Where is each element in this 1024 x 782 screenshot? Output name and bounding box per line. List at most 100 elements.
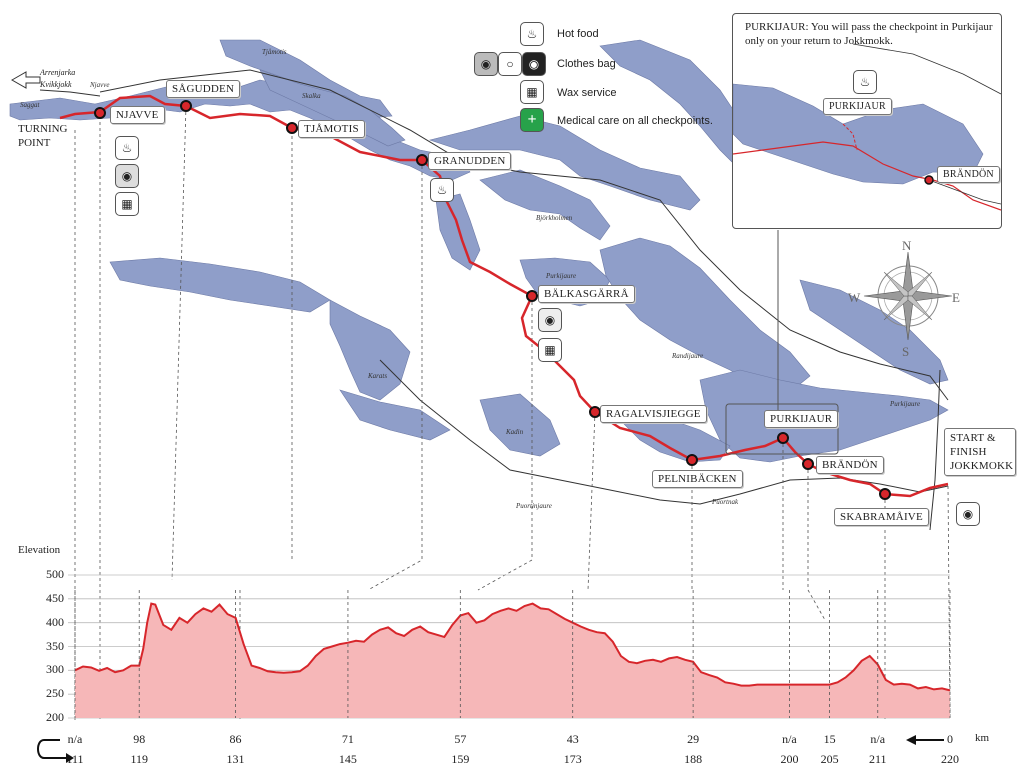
checkpoint-label-ragalvisjiegge: RAGALVISJIEGGE: [600, 405, 707, 423]
elevation-line: [74, 602, 951, 692]
turning-point-arrow: [10, 71, 41, 89]
inset-label-brandon: BRÄNDÖN: [937, 166, 1000, 183]
arrow-label-kvikkjokk: Kvikkjokk: [40, 80, 72, 89]
elevation-profile: [68, 574, 951, 719]
checkpoint-dot-balkasgarra: [526, 290, 538, 302]
lake-name: Karats: [368, 372, 388, 380]
y-tick-label: 400: [46, 614, 64, 629]
legend-clothes-bag: Clothes bag: [557, 58, 616, 70]
checkpoint-label-brandon: BRÄNDÖN: [816, 456, 884, 474]
road-west: [39, 89, 101, 97]
x-tick-label-top: n/a: [782, 732, 797, 746]
checkpoint-dot-njavve: [94, 107, 106, 119]
hot-food-icon: ♨: [430, 178, 454, 202]
lake-name: Kadin: [506, 428, 524, 436]
x-tick-label-top: 98: [133, 732, 146, 746]
lake-name: Randijaure: [672, 352, 704, 360]
compass-west: W: [848, 290, 861, 305]
lake-name: Purkijaure: [890, 400, 921, 408]
clothes-bag-icon: ○: [498, 52, 522, 76]
checkpoint-label-skabramaive: SKABRAMÅIVE: [834, 508, 929, 526]
checkpoint-dot-purkijaur: [777, 432, 789, 444]
x-tick-label-top: 57: [454, 732, 467, 746]
medical-cross-icon: +: [520, 108, 544, 132]
x-tick-label-bottom: 188: [684, 752, 703, 766]
clothes-bag-icon: ◉: [522, 52, 546, 76]
checkpoint-dot-tjamotis: [286, 122, 298, 134]
road-south: [379, 359, 949, 505]
checkpoint-dot-skabramaive: [879, 488, 891, 500]
x-tick-label-top: 0: [947, 732, 953, 746]
checkpoint-markers: [94, 100, 891, 500]
compass-east: E: [952, 290, 960, 305]
lake-name: Björkholmen: [536, 214, 573, 222]
checkpoint-label-sagudden: SÅGUDDEN: [166, 80, 241, 98]
x-tick-label-bottom: 159: [451, 752, 470, 766]
x-tick-label-bottom: 131: [226, 752, 245, 766]
elevation-area: [75, 603, 950, 718]
start-finish-label: START & FINISH JOKKMOKK: [944, 428, 1016, 476]
x-tick-label-top: 29: [687, 732, 700, 746]
x-tick-label-bottom: 111: [66, 752, 84, 766]
lake-name: Puortnak: [712, 498, 739, 506]
elevation-axis-label: Elevation: [18, 544, 61, 556]
checkpoint-label-pelnibacken: PELNIBÄCKEN: [652, 470, 743, 488]
hot-food-icon: ♨: [853, 70, 877, 94]
x-tick-label-bottom: 220: [941, 752, 959, 766]
inset-highlight-box: [725, 403, 839, 455]
checkpoint-label-purkijaur: PURKIJAUR: [764, 410, 839, 428]
x-tick-label-bottom: 205: [820, 752, 839, 766]
turning-point-label: TURNING POINT: [18, 123, 68, 149]
checkpoint-label-tjamotis: TJÅMOTIS: [298, 120, 365, 138]
lake-west-big: [109, 257, 331, 313]
y-tick-label: 200: [46, 710, 64, 724]
arrow-label-arrenjarka: Arrenjarka: [40, 68, 76, 77]
lake-granudden-south: [435, 193, 481, 271]
lake-bjorkholmen: [479, 169, 611, 241]
x-tick-label-top: 43: [566, 732, 579, 746]
x-tick-label-top: 86: [229, 732, 242, 746]
y-tick-label: 500: [46, 567, 64, 581]
lake-karats: [329, 299, 411, 401]
checkpoint-label-njavve: NJAVVE: [110, 106, 165, 124]
x-tick-label-bottom: 119: [130, 752, 148, 766]
hot-food-icon: ♨: [115, 136, 139, 160]
wax-icon: ▦: [115, 192, 139, 216]
y-tick-label: 250: [46, 686, 64, 701]
legend-hot-food: Hot food: [557, 28, 599, 40]
clothes-bag-icon: ◉: [474, 52, 498, 76]
road-north: [99, 69, 949, 401]
x-tick-label-bottom: 173: [563, 752, 582, 766]
km-unit-label: km: [975, 732, 990, 744]
lake-name: Njavve: [90, 81, 110, 89]
x-tick-label-bottom: 145: [338, 752, 357, 766]
clothes-bag-icon: ◉: [956, 502, 980, 526]
lake-kadin: [479, 393, 561, 457]
checkpoint-label-granudden: GRANUDDEN: [428, 152, 512, 170]
road-east-vertical: [929, 369, 941, 531]
wax-icon: ▦: [538, 338, 562, 362]
y-tick-label: 450: [46, 590, 64, 605]
x-tick-label-top: 15: [823, 732, 836, 746]
race-route: [59, 94, 949, 498]
x-tick-label-top: 71: [341, 732, 354, 746]
inset-map: [733, 43, 1001, 211]
legend-wax-service: Wax service: [557, 87, 617, 99]
checkpoint-dot-granudden: [416, 154, 428, 166]
checkpoint-dot-pelnibacken: [686, 454, 698, 466]
wax-icon: ▦: [520, 80, 544, 104]
compass-north: N: [902, 238, 912, 253]
hot-food-icon: ♨: [520, 22, 544, 46]
lake-name: Tjåmotis: [262, 48, 287, 56]
checkpoint-label-balkasgarra: BÄLKASGÄRRÅ: [538, 285, 635, 303]
compass-rose: [863, 251, 953, 341]
y-tick-label: 350: [46, 638, 64, 653]
compass-south: S: [902, 344, 910, 359]
x-tick-label-bottom: 200: [780, 752, 799, 766]
lake-name: Puortinjaure: [516, 502, 552, 510]
clothes-bag-icon: ◉: [115, 164, 139, 188]
lake-name: Saggat: [20, 101, 40, 109]
purkijaur-inset: PURKIJAUR: You will pass the checkpoint …: [732, 13, 1002, 229]
inset-note: PURKIJAUR: You will pass the checkpoint …: [745, 21, 993, 47]
